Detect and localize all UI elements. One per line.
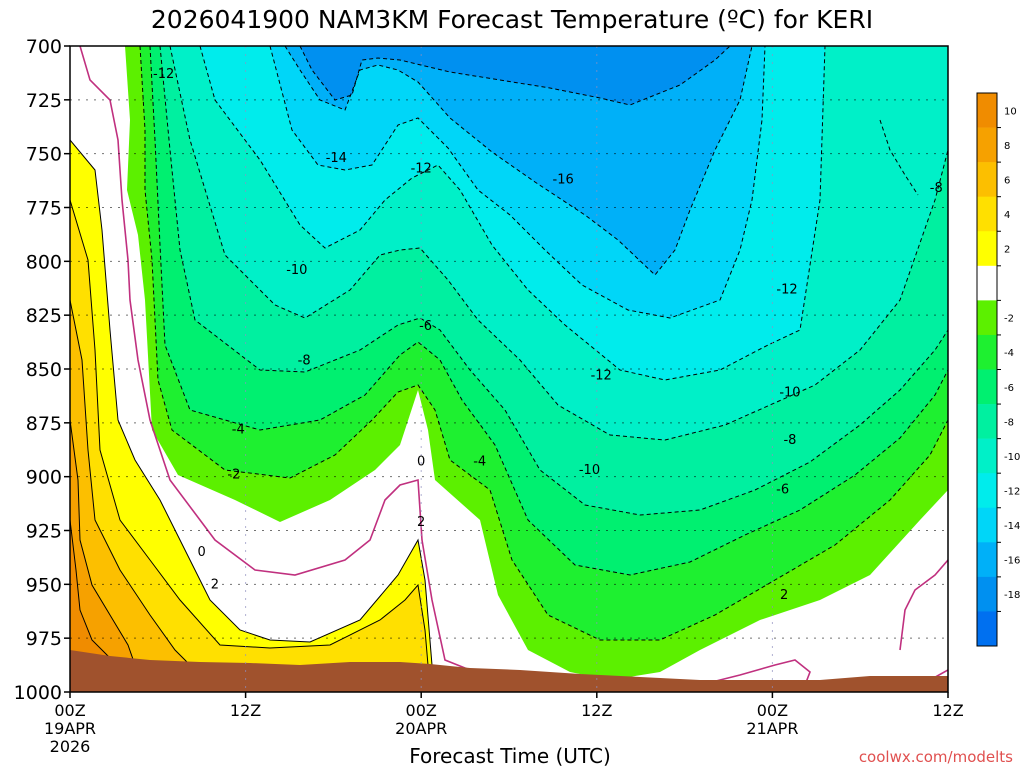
contour-label: 0 bbox=[198, 545, 206, 560]
contour-label: -10 bbox=[779, 386, 800, 401]
colorbar-swatch bbox=[977, 369, 997, 405]
colorbar: 10 8 6 4 2 -2 -4 -6 -8 -10 -12 -14 -16 -18 bbox=[976, 92, 1020, 647]
band-plus6 bbox=[70, 300, 190, 665]
colorbar-label: 2 bbox=[1004, 245, 1010, 256]
colorbar-label: -12 bbox=[1004, 486, 1020, 497]
x-tick-label: 12Z bbox=[581, 701, 612, 720]
band-plus2 bbox=[70, 140, 432, 665]
contour-label: 2 bbox=[211, 577, 219, 592]
colorbar-label: 6 bbox=[1004, 175, 1010, 186]
contour-label: 2 bbox=[780, 588, 788, 603]
colorbar-label: -18 bbox=[1004, 590, 1020, 601]
band-plus8 bbox=[70, 420, 135, 665]
x-tick-label: 2026 bbox=[50, 737, 91, 756]
y-tick-label: 775 bbox=[26, 198, 62, 220]
y-tick-label: 800 bbox=[26, 251, 62, 273]
warm-isotherm-lines bbox=[70, 139, 433, 666]
band-plus10 bbox=[70, 520, 120, 665]
band-minus16 bbox=[285, 46, 752, 275]
contour-label: 2 bbox=[417, 515, 425, 530]
colorbar-frame bbox=[976, 92, 998, 647]
y-tick-label: 825 bbox=[26, 305, 62, 327]
x-tick-label: 12Z bbox=[230, 701, 261, 720]
plot-area: -12 -14 -12 -16 -8 -10 -12 -6 -8 -12 -10 -4 -8 -10 -4 0… bbox=[70, 46, 948, 692]
contour-label: -8 bbox=[930, 181, 943, 196]
contour-label: -4 bbox=[232, 422, 245, 437]
y-tick-label: 975 bbox=[26, 628, 62, 650]
x-axis-label: Forecast Time (UTC) bbox=[409, 744, 611, 768]
colorbar-swatch bbox=[977, 473, 997, 509]
contour-label: -12 bbox=[776, 282, 797, 297]
contour-label: -6 bbox=[419, 319, 432, 334]
y-tick-label: 875 bbox=[26, 413, 62, 435]
contour-label: -8 bbox=[783, 433, 796, 448]
contour-label: -14 bbox=[326, 151, 347, 166]
contour-label: -12 bbox=[153, 67, 174, 82]
freezing-line bbox=[79, 46, 948, 686]
colorbar-swatch bbox=[977, 93, 997, 128]
x-tick-label: 20APR bbox=[395, 719, 447, 738]
contour-label: -12 bbox=[591, 368, 612, 383]
contour-label: -8 bbox=[298, 353, 311, 368]
x-tick-label: 21APR bbox=[746, 719, 798, 738]
colorbar-swatch bbox=[977, 162, 997, 197]
colorbar-swatch bbox=[977, 507, 997, 543]
colorbar-label: 4 bbox=[1004, 210, 1010, 221]
colorbar-label: -2 bbox=[1004, 314, 1014, 325]
contour-label: -10 bbox=[579, 463, 600, 478]
y-tick-label: 850 bbox=[26, 359, 62, 381]
contour-labels: -12 -14 -12 -16 -8 -10 -12 -6 -8 -12 -10 -4 -8 -10 -4 0… bbox=[153, 67, 943, 603]
contour-label: -4 bbox=[473, 455, 486, 470]
band-near-surface-gap bbox=[840, 545, 948, 692]
y-tick-label: 1000 bbox=[14, 682, 62, 704]
colorbar-swatch bbox=[977, 300, 997, 336]
y-tick-label: 900 bbox=[26, 467, 62, 489]
colorbar-label: -14 bbox=[1004, 521, 1020, 532]
y-tick-label: 700 bbox=[26, 36, 62, 58]
colorbar-swatch bbox=[977, 334, 997, 370]
y-tick-label: 750 bbox=[26, 144, 62, 166]
colorbar-label: -16 bbox=[1004, 556, 1020, 567]
contour-label: -16 bbox=[553, 173, 574, 188]
contour-label: -6 bbox=[776, 483, 789, 498]
isotherm-lines bbox=[139, 46, 948, 641]
credit-text: coolwx.com/modelts bbox=[859, 748, 1013, 766]
colorbar-swatch bbox=[977, 127, 997, 163]
x-tick-label: 00Z bbox=[757, 701, 788, 720]
contour-label: -10 bbox=[286, 263, 307, 278]
surface-terrain bbox=[70, 650, 948, 692]
colorbar-label: -6 bbox=[1004, 383, 1014, 394]
colorbar-swatch bbox=[977, 542, 997, 578]
colorbar-swatch bbox=[977, 196, 997, 232]
y-tick-label: 725 bbox=[26, 90, 62, 112]
contour-label: -2 bbox=[227, 468, 240, 483]
colorbar-swatch bbox=[977, 611, 997, 647]
colorbar-swatch bbox=[977, 231, 997, 267]
x-tick-label: 12Z bbox=[932, 701, 963, 720]
contour-label: 0 bbox=[417, 455, 425, 470]
colorbar-swatch bbox=[977, 438, 997, 474]
y-axis: 700 725 750 775 800 825 850 875 900 925 950 975 1000 bbox=[14, 36, 70, 704]
colorbar-label: -8 bbox=[1004, 417, 1014, 428]
colorbar-label: 8 bbox=[1004, 141, 1010, 152]
x-tick-label: 19APR bbox=[44, 719, 96, 738]
y-tick-label: 925 bbox=[26, 521, 62, 543]
colorbar-label: 10 bbox=[1004, 106, 1017, 117]
band-minus18 bbox=[300, 46, 730, 105]
colorbar-swatch bbox=[977, 404, 997, 439]
contour-label: -12 bbox=[411, 162, 432, 177]
x-tick-label: 00Z bbox=[54, 701, 85, 720]
colorbar-swatch bbox=[977, 576, 997, 612]
x-tick-label: 00Z bbox=[406, 701, 437, 720]
colorbar-label: -10 bbox=[1004, 452, 1020, 463]
colorbar-label: -4 bbox=[1004, 348, 1014, 359]
chart-title: 2026041900 NAM3KM Forecast Temperature (… bbox=[151, 5, 873, 34]
y-tick-label: 950 bbox=[26, 574, 62, 596]
colorbar-swatch bbox=[977, 265, 997, 301]
